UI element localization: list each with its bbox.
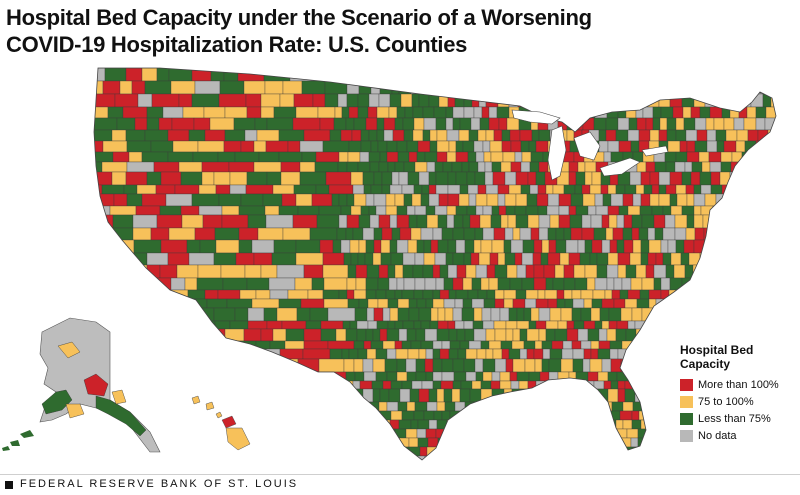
legend-item-75-to-100: 75 to 100%: [680, 394, 798, 410]
legend-item-less-than-75: Less than 75%: [680, 411, 798, 427]
hawaii: [191, 395, 251, 451]
legend-label: More than 100%: [698, 379, 779, 391]
legend-item-no-data: No data: [680, 428, 798, 444]
legend-item-more-than-100: More than 100%: [680, 377, 798, 393]
legend-swatch: [680, 379, 693, 391]
source-credit: FEDERAL RESERVE BANK OF ST. LOUIS: [20, 478, 299, 490]
alaska: [2, 317, 161, 453]
legend-label: No data: [698, 430, 737, 442]
contiguous-us-outline: [93, 67, 777, 461]
square-bullet-icon: [5, 481, 13, 489]
map-title: Hospital Bed Capacity under the Scenario…: [6, 5, 592, 57]
legend-label: 75 to 100%: [698, 396, 754, 408]
us-county-map: [2, 67, 777, 461]
legend-title: Hospital Bed Capacity: [680, 343, 754, 371]
great-lakes: [511, 109, 669, 181]
footer: FEDERAL RESERVE BANK OF ST. LOUIS: [0, 474, 800, 495]
map-legend: Hospital Bed Capacity More than 100% 75 …: [680, 343, 798, 445]
legend-swatch: [680, 396, 693, 408]
legend-label: Less than 75%: [698, 413, 771, 425]
legend-swatch: [680, 430, 693, 442]
legend-swatch: [680, 413, 693, 425]
